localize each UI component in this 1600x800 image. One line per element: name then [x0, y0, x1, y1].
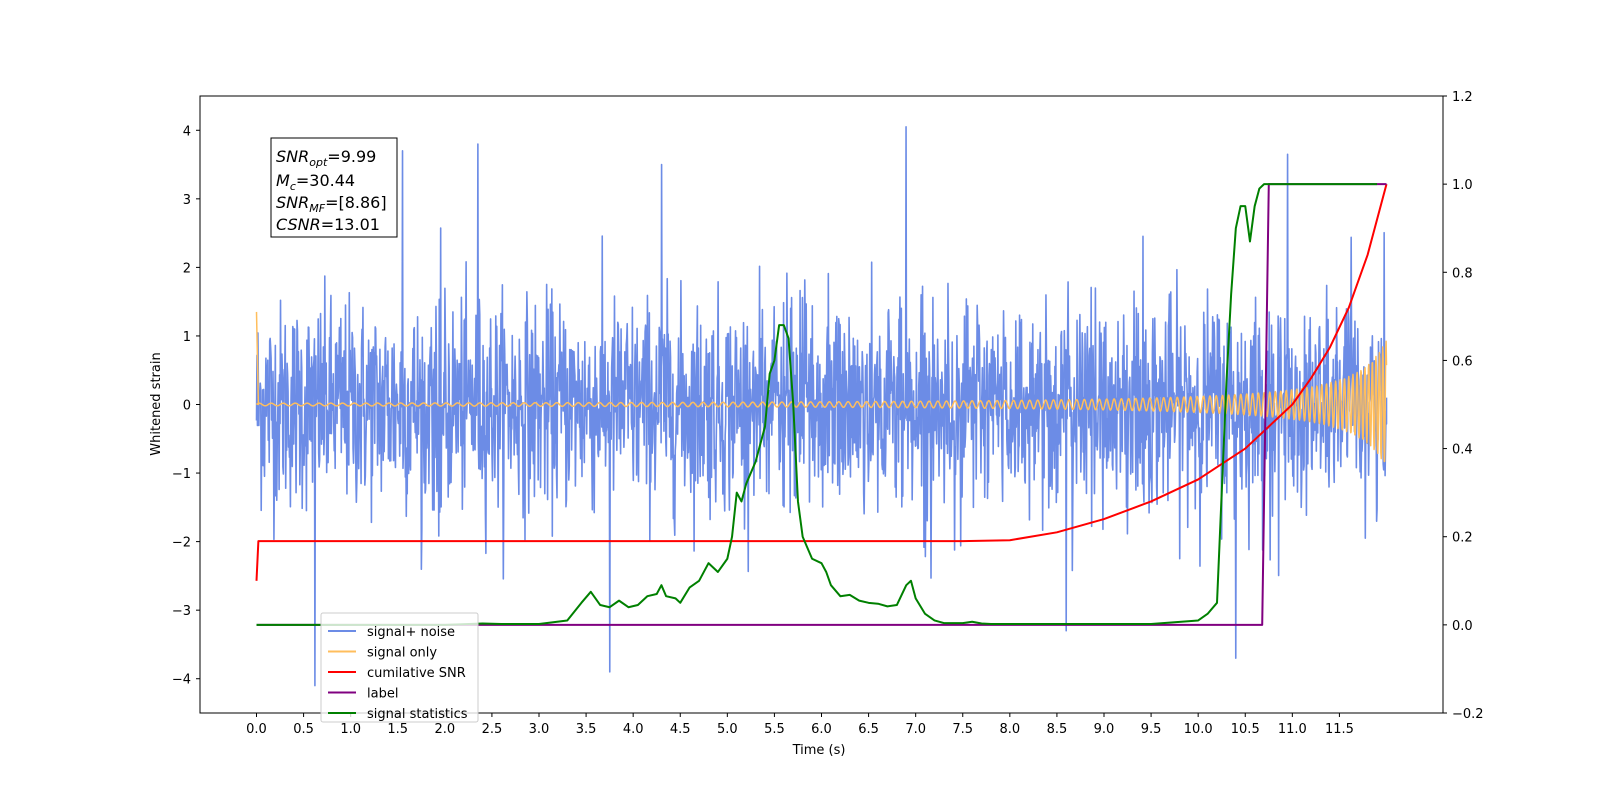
- legend: signal+ noise signal only cumilative SNR la…: [320, 612, 479, 723]
- legend-label-cumilative-snr: cumilative SNR: [367, 666, 466, 681]
- x-tick-label: 5.5: [764, 722, 785, 737]
- left-y-tick-label: −1: [172, 467, 191, 482]
- left-y-tick-label: 2: [183, 261, 191, 276]
- x-tick-label: 1.5: [387, 722, 408, 737]
- x-tick-label: 11.5: [1325, 722, 1354, 737]
- x-tick-label: 5.0: [717, 722, 738, 737]
- x-tick-label: 6.0: [811, 722, 832, 737]
- annotation-chirp-mass: Mc=30.44: [276, 171, 355, 193]
- series-signal-noise: [255, 126, 1388, 687]
- series-cumilative-snr: [255, 183, 1388, 581]
- x-tick-label: 2.0: [434, 722, 455, 737]
- x-tick-label: 4.5: [670, 722, 691, 737]
- x-tick-label: 7.0: [905, 722, 926, 737]
- annotation-snr-opt: SNRopt=9.99: [276, 147, 376, 169]
- x-tick-label: 4.0: [623, 722, 644, 737]
- series-layer: [255, 126, 1388, 687]
- x-tick-label: 2.5: [482, 722, 503, 737]
- x-tick-label: 3.5: [576, 722, 597, 737]
- right-y-axis-ticks: 1.2 1.0 0.8 0.6 0.4 0.2 0.0 −0.2: [1443, 90, 1484, 722]
- stats-annotation-frame: [270, 137, 398, 238]
- right-y-tick-label: 0.0: [1452, 619, 1473, 634]
- left-y-axis-ticks: 4 3 2 1 0 −1 −2 −3 −4: [172, 124, 200, 688]
- right-y-tick-label: 0.2: [1452, 531, 1473, 546]
- legend-label-signal-statistics: signal statistics: [367, 707, 468, 722]
- y-axis-label: Whitened strain: [149, 352, 164, 455]
- left-y-tick-label: −2: [172, 536, 191, 551]
- annotation-snr-mf: SNRMF=[8.86]: [276, 193, 387, 215]
- x-tick-label: 10.0: [1184, 722, 1213, 737]
- left-y-tick-label: 0: [183, 399, 191, 414]
- left-y-tick-label: 4: [183, 124, 191, 139]
- annotation-csnr: CSNR=13.01: [276, 215, 380, 234]
- left-y-tick-label: 3: [183, 193, 191, 208]
- x-tick-label: 1.0: [340, 722, 361, 737]
- stats-annotation-box: SNRopt=9.99 Mc=30.44 SNRMF=[8.86] CSNR=1…: [270, 137, 398, 238]
- right-y-tick-label: 1.0: [1452, 178, 1473, 193]
- legend-label-signal-only: signal only: [367, 646, 437, 661]
- legend-label-label: label: [367, 687, 398, 702]
- x-tick-label: 9.0: [1094, 722, 1115, 737]
- x-tick-label: 7.5: [952, 722, 973, 737]
- x-tick-label: 11.0: [1278, 722, 1307, 737]
- left-y-tick-label: −4: [172, 673, 191, 688]
- x-tick-label: 9.5: [1141, 722, 1162, 737]
- x-tick-label: 0.0: [246, 722, 267, 737]
- x-tick-label: 6.5: [858, 722, 879, 737]
- right-y-tick-label: 0.8: [1452, 266, 1473, 281]
- x-tick-label: 10.5: [1231, 722, 1260, 737]
- left-y-tick-label: 1: [183, 330, 191, 345]
- right-y-tick-label: −0.2: [1452, 707, 1484, 722]
- x-tick-label: 8.5: [1047, 722, 1068, 737]
- series-signal-only: [255, 311, 1388, 463]
- x-axis-label: Time (s): [792, 743, 846, 758]
- right-y-tick-label: 0.6: [1452, 354, 1473, 369]
- x-axis-ticks: 0.0 0.5 1.0 1.5 2.0 2.5 3.0 3.5 4.0 4.5 5.0 5.5 6.0 6…: [246, 713, 1354, 737]
- legend-frame: [320, 612, 479, 723]
- right-y-tick-label: 1.2: [1452, 90, 1473, 105]
- legend-label-signal-noise: signal+ noise: [367, 625, 455, 640]
- right-y-tick-label: 0.4: [1452, 443, 1473, 458]
- left-y-tick-label: −3: [172, 604, 191, 619]
- x-tick-label: 3.0: [529, 722, 550, 737]
- x-tick-label: 8.0: [999, 722, 1020, 737]
- x-tick-label: 0.5: [293, 722, 314, 737]
- series-signal-statistics: [256, 183, 1378, 626]
